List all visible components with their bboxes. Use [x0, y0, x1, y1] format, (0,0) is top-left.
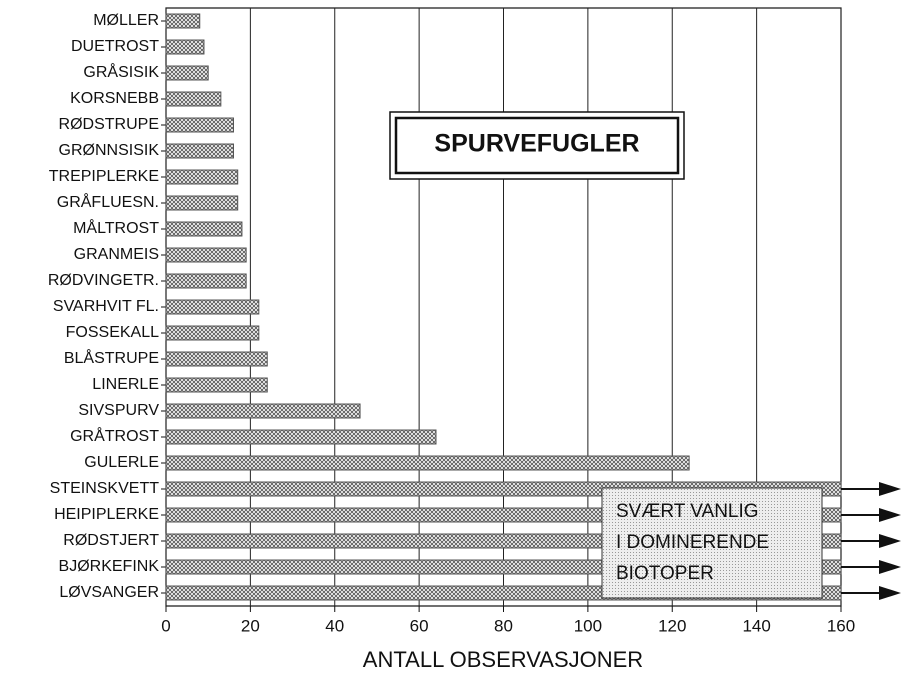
bar	[165, 325, 260, 341]
y-tick-label: RØDVINGETR.	[48, 272, 159, 289]
x-axis-label: ANTALL OBSERVASJONER	[363, 647, 643, 672]
y-tick-label: BLÅSTRUPE	[64, 348, 159, 367]
overflow-arrow-head	[879, 508, 901, 522]
overflow-arrow-head	[879, 534, 901, 548]
bar	[165, 65, 209, 81]
bar	[165, 403, 361, 419]
bar	[165, 91, 222, 107]
y-tick-label: GRÅTROST	[70, 426, 159, 445]
y-tick-label: GRØNNSISIK	[59, 142, 160, 159]
title-box-inner	[394, 116, 680, 175]
bar	[165, 273, 247, 289]
x-tick-label: 160	[827, 616, 855, 635]
y-tick-label: BJØRKEFINK	[59, 558, 160, 575]
x-tick-label: 0	[161, 616, 170, 635]
y-tick-label: STEINSKVETT	[50, 480, 160, 497]
y-tick-label: FOSSEKALL	[66, 324, 159, 341]
x-tick-label: 120	[658, 616, 686, 635]
bar	[165, 39, 205, 55]
x-tick-label: 140	[742, 616, 770, 635]
y-tick-label: GRÅFLUESN.	[57, 192, 159, 211]
y-tick-label: GRÅSISIK	[83, 62, 159, 81]
bar	[165, 351, 268, 367]
annotation-box	[601, 487, 823, 599]
y-tick-label: MØLLER	[93, 12, 159, 29]
bar	[165, 429, 437, 445]
bar	[165, 299, 260, 315]
bar	[165, 221, 243, 237]
y-tick-label: SIVSPURV	[78, 402, 159, 419]
y-tick-label: SVARHVIT FL.	[53, 298, 159, 315]
y-tick-label: DUETROST	[71, 38, 159, 55]
bar	[165, 377, 268, 393]
y-tick-label: RØDSTJERT	[63, 532, 159, 549]
overlay: SPURVEFUGLER SVÆRT VANLIG I DOMINERENDE …	[363, 111, 823, 672]
annotation: BIOTOPER	[616, 563, 714, 584]
y-tick-label: TREPIPLERKE	[49, 168, 159, 185]
overflow-arrow-head	[879, 586, 901, 600]
bar	[165, 455, 690, 471]
y-tick-label: KORSNEBB	[70, 90, 159, 107]
bar	[165, 13, 201, 29]
x-tick-label: 80	[494, 616, 513, 635]
x-tick-label: 40	[325, 616, 344, 635]
x-tick-label: 60	[410, 616, 429, 635]
bar	[165, 169, 239, 185]
y-tick-label: MÅLTROST	[73, 218, 159, 237]
y-tick-label: RØDSTRUPE	[59, 116, 159, 133]
chart-title: SPURVEFUGLER	[434, 130, 639, 158]
annotation: SVÆRT VANLIG	[616, 501, 759, 522]
y-tick-label: LINERLE	[92, 376, 159, 393]
bar	[165, 247, 247, 263]
x-tick-label: 20	[241, 616, 260, 635]
x-tick-label: 100	[574, 616, 602, 635]
y-tick-label: LØVSANGER	[59, 584, 159, 601]
overflow-arrow-head	[879, 482, 901, 496]
bar	[165, 195, 239, 211]
bar	[165, 117, 234, 133]
overflow-arrow-head	[879, 560, 901, 574]
y-tick-label: HEIPIPLERKE	[54, 506, 159, 523]
annotation: I DOMINERENDE	[616, 532, 769, 553]
y-tick-label: GULERLE	[84, 454, 159, 471]
y-tick-label: GRANMEIS	[74, 246, 159, 263]
bar	[165, 143, 234, 159]
